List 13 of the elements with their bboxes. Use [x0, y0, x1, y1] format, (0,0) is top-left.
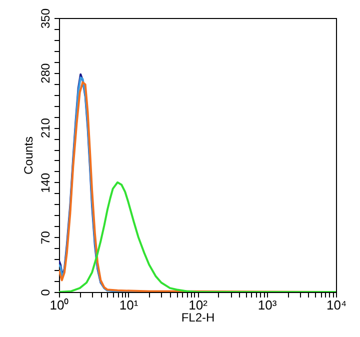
y-tick-label: 350 [38, 8, 52, 29]
y-tick-label: 280 [38, 62, 52, 84]
y-tick-label: 0 [38, 288, 52, 296]
y-axis-title: Counts [22, 136, 36, 175]
x-tick-label: 10¹ [119, 298, 139, 312]
x-tick-label: 10³ [258, 298, 278, 312]
x-axis-title: FL2-H [181, 310, 215, 324]
y-tick-label: 140 [38, 172, 52, 193]
y-tick-label: 210 [38, 118, 52, 138]
x-tick-label: 10⁰ [50, 298, 70, 312]
x-tick-label: 10² [188, 298, 208, 312]
x-tick-label: 10⁴ [326, 298, 347, 312]
y-tick-label: 70 [38, 230, 52, 244]
